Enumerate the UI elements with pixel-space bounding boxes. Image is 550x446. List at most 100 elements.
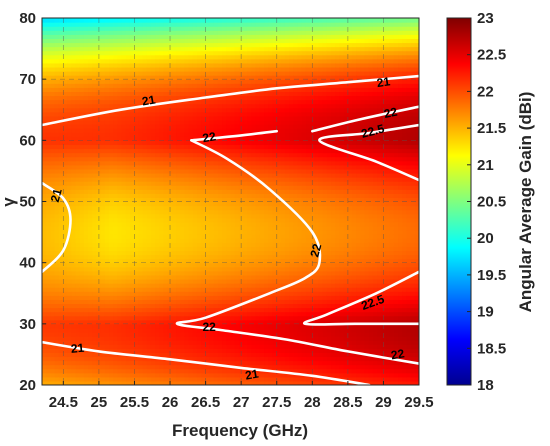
heatmap-cell	[180, 83, 186, 88]
heatmap-cell	[142, 225, 148, 231]
heatmap-cell	[75, 66, 81, 72]
heatmap-cell	[247, 311, 253, 317]
heatmap-cell	[50, 87, 56, 92]
heatmap-cell	[83, 181, 89, 186]
heatmap-cell	[150, 172, 156, 178]
heatmap-cell	[88, 75, 93, 80]
heatmap-cell	[238, 185, 244, 190]
heatmap-cell	[42, 238, 47, 243]
heatmap-cell	[109, 46, 114, 52]
heatmap-cell	[217, 111, 223, 117]
heatmap-cell	[230, 172, 236, 178]
heatmap-cell	[146, 38, 152, 44]
heatmap-cell	[259, 177, 265, 182]
heatmap-cell	[54, 99, 60, 105]
heatmap-cell	[205, 18, 211, 23]
heatmap-cell	[251, 148, 257, 154]
heatmap-cell	[50, 177, 56, 182]
heatmap-cell	[100, 336, 106, 341]
heatmap-cell	[67, 274, 72, 280]
heatmap-cell	[138, 372, 144, 378]
heatmap-cell	[259, 136, 265, 141]
heatmap-cell	[213, 340, 219, 345]
heatmap-cell	[163, 193, 169, 199]
heatmap-cell	[104, 83, 110, 88]
heatmap-cell	[213, 75, 219, 80]
heatmap-cell	[88, 124, 93, 129]
heatmap-cell	[213, 34, 219, 39]
heatmap-cell	[71, 250, 77, 256]
heatmap-cell	[75, 91, 81, 97]
heatmap-cell	[243, 54, 248, 60]
heatmap-cell	[100, 331, 106, 337]
heatmap-cell	[247, 364, 253, 370]
heatmap-cell	[234, 75, 240, 80]
heatmap-cell	[171, 364, 177, 370]
heatmap-cell	[113, 156, 118, 162]
heatmap-cell	[196, 254, 202, 260]
heatmap-cell	[134, 95, 139, 101]
heatmap-cell	[247, 91, 253, 97]
heatmap-cell	[150, 234, 156, 239]
heatmap-cell	[138, 340, 144, 345]
heatmap-cell	[171, 46, 177, 52]
heatmap-cell	[50, 283, 56, 288]
heatmap-cell	[142, 380, 148, 385]
heatmap-cell	[226, 221, 232, 227]
heatmap-cell	[259, 303, 265, 309]
heatmap-cell	[184, 87, 190, 92]
heatmap-cell	[79, 71, 85, 76]
heatmap-cell	[243, 274, 248, 280]
heatmap-cell	[196, 283, 202, 288]
heatmap-cell	[247, 291, 253, 296]
heatmap-cell	[272, 242, 278, 247]
heatmap-cell	[209, 128, 215, 133]
heatmap-cell	[209, 340, 215, 345]
heatmap-cell	[117, 356, 123, 362]
heatmap-cell	[264, 189, 269, 194]
heatmap-cell	[92, 327, 98, 333]
heatmap-cell	[163, 238, 169, 243]
heatmap-cell	[268, 111, 273, 117]
heatmap-cell	[234, 58, 240, 64]
heatmap-cell	[205, 50, 211, 56]
heatmap-cell	[100, 132, 106, 137]
heatmap-cell	[92, 115, 98, 121]
heatmap-cell	[96, 319, 102, 325]
heatmap-cell	[142, 205, 148, 211]
heatmap-cell	[155, 189, 160, 194]
heatmap-cell	[54, 181, 60, 186]
heatmap-cell	[83, 124, 89, 129]
heatmap-cell	[176, 148, 181, 154]
heatmap-cell	[71, 258, 77, 264]
heatmap-cell	[230, 18, 236, 23]
heatmap-cell	[184, 368, 190, 374]
heatmap-cell	[234, 327, 240, 333]
heatmap-cell	[134, 34, 139, 39]
heatmap-cell	[205, 30, 211, 35]
heatmap-cell	[251, 197, 257, 203]
heatmap-cell	[201, 266, 206, 272]
heatmap-cell	[113, 66, 118, 72]
heatmap-cell	[58, 323, 64, 329]
heatmap-cell	[92, 266, 98, 272]
heatmap-cell	[222, 26, 227, 31]
heatmap-cell	[109, 71, 114, 76]
heatmap-cell	[196, 205, 202, 211]
heatmap-cell	[217, 54, 223, 60]
heatmap-cell	[176, 172, 181, 178]
heatmap-cell	[259, 262, 265, 268]
heatmap-cell	[230, 254, 236, 260]
heatmap-cell	[205, 164, 211, 170]
heatmap-cell	[134, 291, 139, 296]
heatmap-cell	[184, 107, 190, 113]
heatmap-cell	[92, 250, 98, 256]
heatmap-cell	[180, 148, 186, 154]
heatmap-cell	[79, 54, 85, 60]
heatmap-cell	[104, 331, 110, 337]
heatmap-cell	[79, 376, 85, 382]
heatmap-cell	[121, 26, 127, 31]
heatmap-cell	[142, 107, 148, 113]
heatmap-cell	[54, 336, 60, 341]
heatmap-cell	[217, 221, 223, 227]
